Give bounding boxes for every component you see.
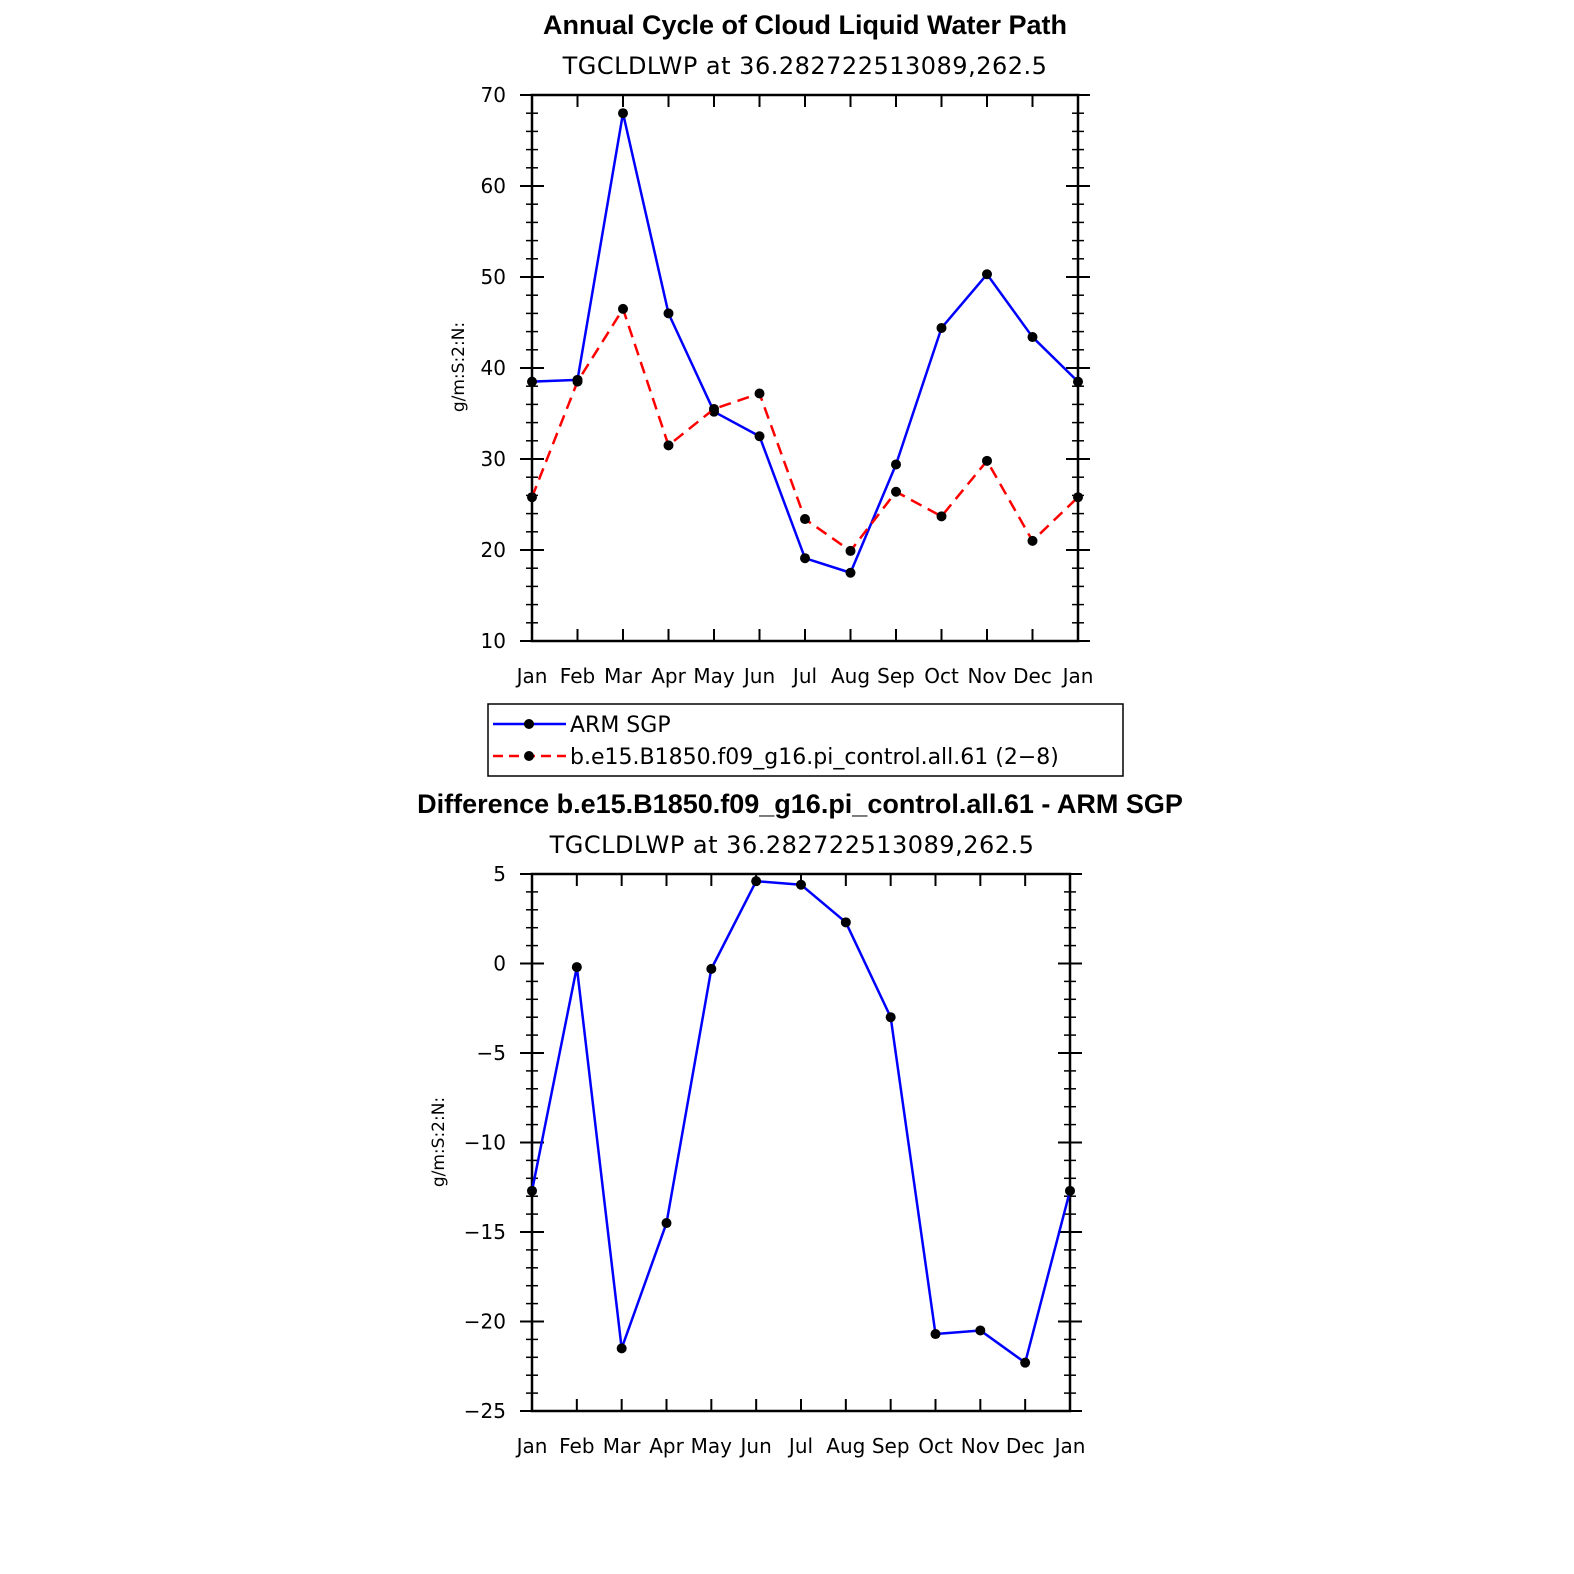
chart1-x-tick-label: Jun <box>742 664 775 688</box>
chart1-x-tick-label: Oct <box>924 664 959 688</box>
chart1-y-tick-label: 40 <box>481 356 506 380</box>
chart2-y-tick-label: −10 <box>464 1131 506 1155</box>
chart2-series-0-point <box>571 962 582 973</box>
legend-label-model: b.e15.B1850.f09_g16.pi_control.all.61 (2… <box>570 745 1059 770</box>
chart2-series-0-point <box>930 1329 941 1340</box>
chart1-series <box>527 108 1083 578</box>
chart1-series-1-point <box>800 514 810 525</box>
difference-chart: Difference b.e15.B1850.f09_g16.pi_contro… <box>417 789 1183 1458</box>
legend-label-arm-sgp: ARM SGP <box>570 713 671 738</box>
chart2-x-tick-label: Jun <box>739 1434 772 1458</box>
chart2-series-0-point <box>1020 1357 1031 1368</box>
chart1-series-1-point <box>572 376 583 387</box>
chart1-x-tick-label: May <box>693 664 735 688</box>
chart2-x-tick-label: Jan <box>515 1434 548 1458</box>
chart1-series-0-point <box>618 108 628 119</box>
chart1-y-tick-label: 20 <box>481 538 506 562</box>
chart2-x-tick-label: Aug <box>826 1434 865 1458</box>
chart1-ticks: Jan Feb Mar Apr May Jun Jul Aug Sep Oct Nov Dec Jan 1… <box>481 83 1094 688</box>
chart2-series-0-point <box>796 879 806 890</box>
chart1-x-tick-label: Jul <box>791 664 817 688</box>
chart2-series-0-point <box>527 1185 537 1196</box>
chart1-y-tick-label: 10 <box>481 629 506 653</box>
chart2-series-0-point <box>616 1343 627 1354</box>
chart1-series-0-line <box>531 111 1079 574</box>
chart1-x-tick-label: Sep <box>877 664 915 688</box>
chart2-series-0-point <box>661 1218 672 1229</box>
chart1-series-0-point <box>527 376 537 387</box>
chart1-series-0-point <box>663 308 674 319</box>
chart2-title: Difference b.e15.B1850.f09_g16.pi_contro… <box>417 789 1183 819</box>
chart1-series-1-point <box>936 511 947 522</box>
chart2-series-0-point <box>975 1325 986 1336</box>
chart1-series-1-point <box>527 492 537 503</box>
legend: ARM SGP b.e15.B1850.f09_g16.pi_control.a… <box>487 703 1124 777</box>
chart2-series-0-point <box>751 876 762 887</box>
chart2-x-tick-label: Mar <box>603 1434 642 1458</box>
chart1-series-1-point <box>845 545 856 556</box>
chart1-title: Annual Cycle of Cloud Liquid Water Path <box>543 10 1067 40</box>
chart1-series-0-point <box>1073 376 1083 387</box>
annual-cycle-chart: Annual Cycle of Cloud Liquid Water Path … <box>449 10 1093 688</box>
chart1-series-1-point <box>754 388 765 399</box>
chart1-series-0-point <box>982 269 992 280</box>
chart1-x-tick-label: Apr <box>651 664 686 688</box>
chart2-series-0-point <box>706 963 717 974</box>
chart1-x-tick-label: Jan <box>515 664 548 688</box>
chart1-x-tick-label: Dec <box>1013 664 1052 688</box>
chart2-x-tick-label: May <box>691 1434 733 1458</box>
chart2-y-tick-label: −20 <box>464 1310 506 1334</box>
chart2-y-tick-label: 5 <box>493 862 506 886</box>
chart2-ticks: Jan Feb Mar Apr May Jun Jul Aug Sep Oct Nov Dec Jan−… <box>464 862 1086 1458</box>
chart1-series-0-point <box>1027 332 1038 343</box>
chart2-y-tick-label: 0 <box>493 952 506 976</box>
chart2-y-tick-label: −5 <box>477 1041 506 1065</box>
chart2-x-tick-label: Sep <box>872 1434 910 1458</box>
chart2-y-axis-label: g/m:S:2:N: <box>429 1097 449 1187</box>
chart1-y-axis-label: g/m:S:2:N: <box>449 322 469 412</box>
chart2-series-0-point <box>1065 1185 1075 1196</box>
chart1-x-tick-label: Nov <box>967 664 1006 688</box>
legend-marker-arm-sgp <box>524 719 534 729</box>
chart2-series-0-line <box>530 879 1072 1364</box>
chart2-subtitle: TGCLDLWP at 36.282722513089,262.5 <box>549 831 1035 859</box>
chart1-y-tick-label: 50 <box>481 265 506 289</box>
legend-box <box>487 703 1124 777</box>
chart2-x-tick-label: Feb <box>559 1434 594 1458</box>
chart1-x-tick-label: Aug <box>831 664 870 688</box>
chart2-x-tick-label: Apr <box>649 1434 684 1458</box>
chart2-series-0-point <box>885 1012 896 1023</box>
chart2-x-tick-label: Jan <box>1053 1434 1086 1458</box>
chart1-series-0-point <box>891 459 901 470</box>
legend-marker-model <box>524 751 534 761</box>
chart1-x-tick-label: Mar <box>604 664 643 688</box>
chart1-y-tick-label: 60 <box>481 174 506 198</box>
chart1-series-0-point <box>845 567 856 578</box>
chart2-series <box>527 876 1075 1368</box>
chart1-series-1-point <box>618 303 628 314</box>
chart2-series-0-point <box>840 917 851 928</box>
chart1-series-1-point <box>1073 492 1083 503</box>
chart1-x-tick-label: Feb <box>560 664 595 688</box>
chart1-x-tick-label: Jan <box>1061 664 1094 688</box>
chart1-series-1-point <box>982 455 992 466</box>
chart1-subtitle: TGCLDLWP at 36.282722513089,262.5 <box>562 52 1048 80</box>
chart2-x-tick-label: Oct <box>918 1434 953 1458</box>
chart1-series-1-point <box>1027 535 1038 546</box>
chart2-x-tick-label: Jul <box>787 1434 813 1458</box>
chart1-series-1-point <box>891 486 901 497</box>
chart1-series-1-point <box>663 440 674 451</box>
chart1-series-0-point <box>936 322 947 333</box>
chart2-x-tick-label: Dec <box>1006 1434 1045 1458</box>
chart2-y-tick-label: −25 <box>464 1399 506 1423</box>
chart1-series-0-point <box>800 553 810 564</box>
chart2-plot-frame <box>530 872 1072 1413</box>
chart1-series-0-point <box>754 431 765 442</box>
chart1-y-tick-label: 30 <box>481 447 506 471</box>
chart1-y-tick-label: 70 <box>481 83 506 107</box>
chart1-series-1-point <box>709 403 719 414</box>
chart2-y-tick-label: −15 <box>464 1220 506 1244</box>
chart2-x-tick-label: Nov <box>961 1434 1000 1458</box>
